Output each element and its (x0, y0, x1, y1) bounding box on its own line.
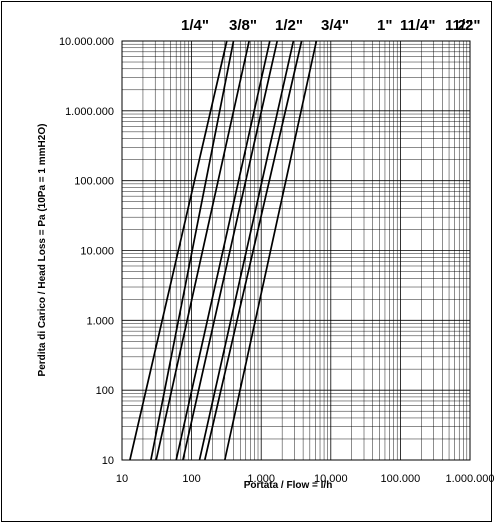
x-tick-labels: 10 100 1.000 10.000 100.000 1.000.000 (116, 473, 495, 485)
y-tick-label: 1.000.000 (65, 106, 114, 118)
series-line (203, 40, 303, 461)
x-axis-title: Portata / Flow = l/h (244, 480, 333, 491)
legend-label: 11/2" (445, 17, 480, 34)
y-tick-label: 1.000 (86, 315, 114, 327)
x-tick-label: 1.000 (247, 473, 275, 485)
y-tick-label: 10 (102, 455, 114, 467)
series-lines (129, 40, 318, 461)
x-tick-label: 10.000 (314, 473, 348, 485)
series-line (155, 40, 250, 461)
y-axis-title: Perdita di Carico / Head Loss = Pa (10Pa… (37, 124, 48, 377)
y-tick-labels: 10 100 1.000 10.000 100.000 1.000.000 10.000.0… (59, 36, 114, 467)
legend-label: 1/2" (275, 17, 303, 34)
legend-label: 2" (458, 17, 473, 34)
series-line (182, 40, 279, 461)
y-tick-label: 10.000.000 (59, 36, 114, 48)
legend: 1/4" 3/8" 1/2" 3/4" 1" 11/4" 11/2"2" (181, 17, 480, 34)
series-line (175, 40, 271, 461)
series-line (129, 40, 228, 461)
legend-label: 1/4" (181, 17, 209, 34)
y-tick-label: 100.000 (74, 176, 114, 188)
y-tick-label: 100 (96, 385, 114, 397)
series-line (198, 40, 295, 461)
plot-border (121, 40, 471, 461)
series-line (223, 40, 318, 461)
series-line (150, 40, 235, 461)
x-tick-label: 100 (182, 473, 200, 485)
legend-label: 3/8" (229, 17, 257, 34)
x-tick-label: 100.000 (381, 473, 421, 485)
legend-label: 3/4" (321, 17, 349, 34)
legend-label: 11/4" (400, 17, 435, 34)
x-tick-label: 1.000.000 (446, 473, 495, 485)
legend-label: 1" (377, 17, 392, 34)
y-tick-label: 10.000 (80, 246, 114, 258)
grid (121, 41, 470, 461)
x-tick-label: 10 (116, 473, 128, 485)
